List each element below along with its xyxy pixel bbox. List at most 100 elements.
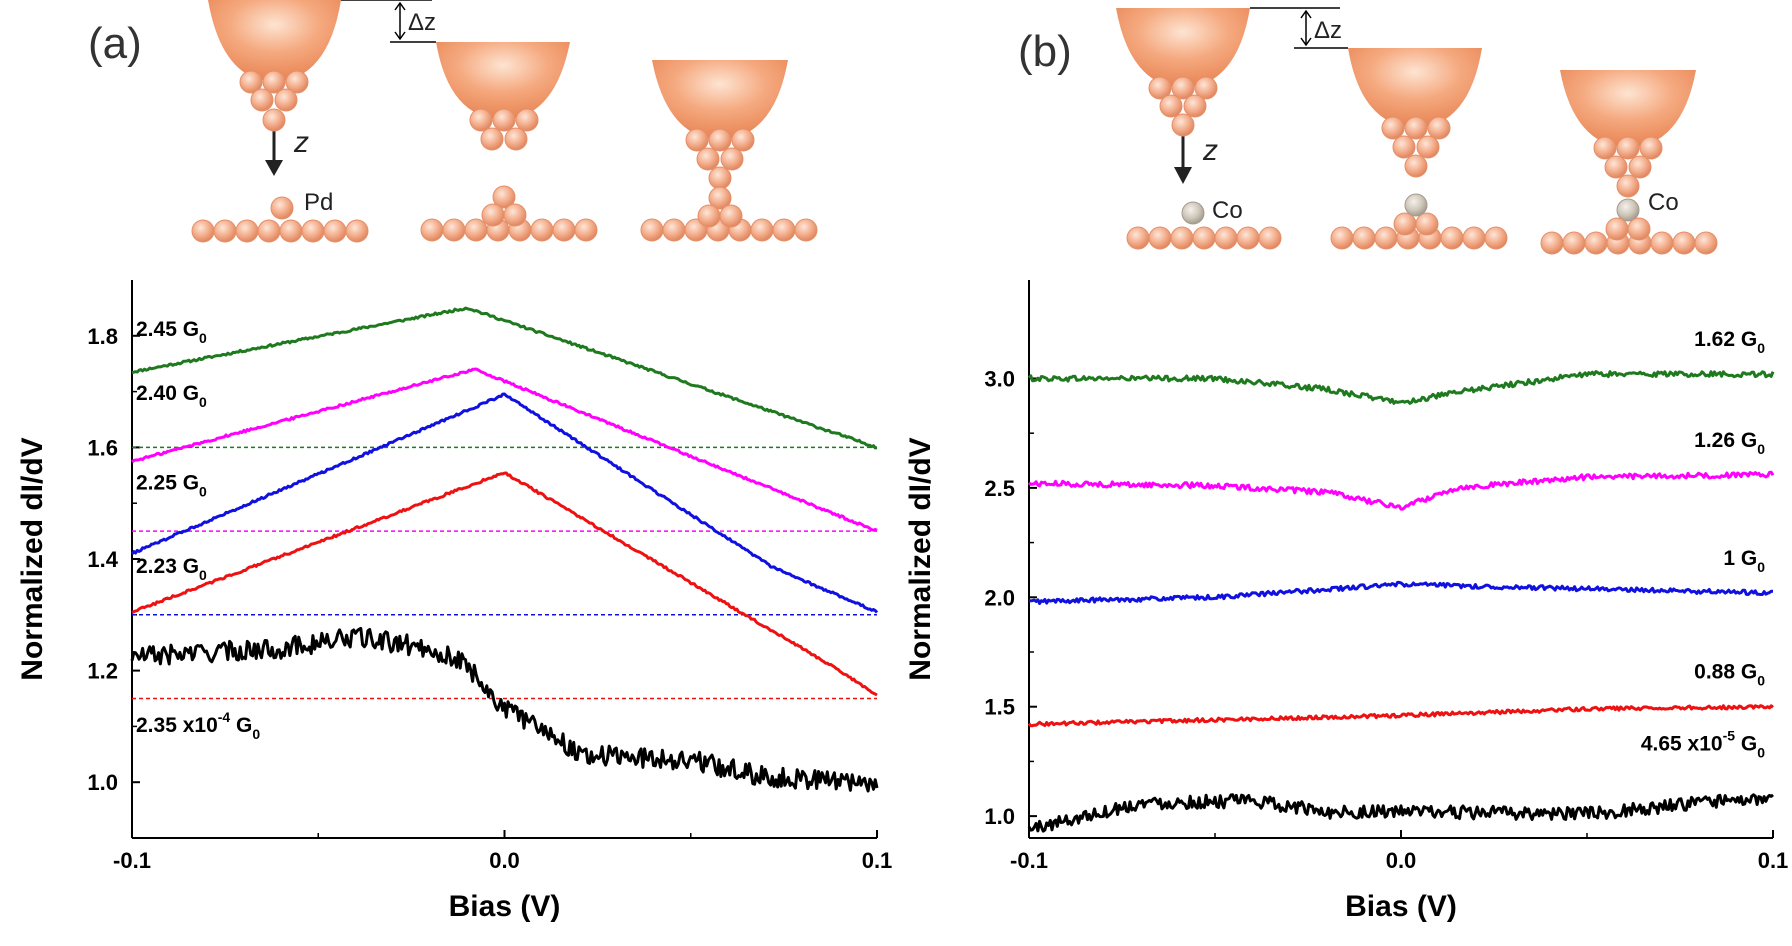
- y-tick-label: 1.8: [87, 324, 118, 349]
- y-axis-label: Normalized dI/dV: [16, 437, 49, 680]
- pd-atom: [1392, 135, 1416, 159]
- pd-atom: [1440, 226, 1464, 250]
- series-line-blue: [1028, 580, 1773, 605]
- tip-a2: [436, 42, 570, 120]
- z-label-a: z: [293, 126, 309, 159]
- tip-b2: [1348, 48, 1482, 128]
- pd-atom: [530, 218, 554, 242]
- pd-atom: [239, 70, 263, 94]
- pd-atom: [323, 219, 347, 243]
- pd-atom: [1540, 231, 1564, 255]
- series-line-magenta: [1028, 470, 1775, 511]
- series-label-green: 1.62 G0: [1694, 328, 1765, 356]
- pd-atom: [750, 218, 774, 242]
- series-label-red: 2.23 G0: [136, 555, 207, 583]
- series-label-magenta: 1.26 G0: [1694, 429, 1765, 457]
- y-tick-label: 1.2: [87, 659, 118, 684]
- series-label-black: 2.35 x10-4 G0: [136, 709, 260, 742]
- x-axis-label: Bias (V): [449, 890, 561, 923]
- pd-atom: [696, 147, 720, 171]
- pd-atom: [1672, 231, 1696, 255]
- y-tick-label: 1.5: [984, 695, 1015, 720]
- pd-atom: [731, 128, 755, 152]
- pd-atom: [1415, 212, 1439, 236]
- pd-atom: [464, 218, 488, 242]
- x-tick-label: -0.1: [113, 848, 151, 873]
- pd-atom: [1214, 226, 1238, 250]
- pd-atom: [1616, 174, 1640, 198]
- pd-atom: [1627, 217, 1651, 241]
- series-line-magenta: [131, 367, 878, 532]
- series-line-blue: [130, 392, 879, 614]
- series-label-blue: 2.25 G0: [136, 471, 207, 499]
- y-tick-label: 1.6: [87, 435, 118, 460]
- series-line-green: [1027, 370, 1775, 405]
- y-tick-label: 2.0: [984, 585, 1015, 610]
- y-tick-label: 1.0: [87, 770, 118, 795]
- schematic-a: Δz z Pd: [191, 0, 818, 243]
- pd-atom: [552, 218, 576, 242]
- x-tick-label: 0.0: [489, 848, 520, 873]
- pd-atom: [1650, 231, 1674, 255]
- y-tick-label: 1.4: [87, 547, 118, 572]
- pd-atom: [1148, 226, 1172, 250]
- pd-atom: [1484, 226, 1508, 250]
- species-label-a: Pd: [304, 189, 333, 216]
- pd-atom: [442, 218, 466, 242]
- species-label-b1: Co: [1212, 197, 1243, 224]
- series-label-magenta: 2.40 G0: [136, 382, 207, 410]
- pd-atom: [697, 204, 721, 228]
- schematic-b: Δz z Co Co: [1116, 7, 1718, 255]
- pd-atom: [1374, 226, 1398, 250]
- tip-a3: [652, 60, 788, 140]
- panel-a-letter: (a): [88, 19, 142, 68]
- pd-atom: [1694, 231, 1718, 255]
- co-atom: [1616, 198, 1640, 222]
- pd-atom: [274, 88, 298, 112]
- pd-atom: [1393, 212, 1417, 236]
- pd-atom: [213, 219, 237, 243]
- pd-atom: [420, 218, 444, 242]
- pd-atom: [345, 219, 369, 243]
- tip-b1: [1116, 8, 1250, 88]
- species-label-b3: Co: [1648, 189, 1679, 216]
- pd-atom: [301, 219, 325, 243]
- pd-atom: [492, 185, 516, 209]
- pd-atom: [469, 108, 493, 132]
- pd-atom: [1404, 154, 1428, 178]
- pd-atom: [1126, 226, 1150, 250]
- x-tick-label: 0.0: [1386, 848, 1417, 873]
- pd-atom: [504, 127, 528, 151]
- pd-atom: [708, 186, 732, 210]
- y-tick-label: 3.0: [984, 366, 1015, 391]
- pd-atom: [708, 166, 732, 190]
- pd-atom: [685, 128, 709, 152]
- pd-atom: [1170, 226, 1194, 250]
- pd-atom: [1605, 217, 1629, 241]
- co-atom: [1181, 201, 1205, 225]
- pd-atom: [719, 204, 743, 228]
- pd-atom: [1183, 94, 1207, 118]
- series-line-red: [131, 471, 878, 697]
- panel-b-letter: (b): [1018, 27, 1072, 76]
- plot-b: 1.0 1.5 2.0 2.5 3.0 -0.1 0.0 0.1 Bias (V) Normali…: [904, 280, 1788, 923]
- series-label-red: 0.88 G0: [1694, 661, 1765, 689]
- pd-atom: [1427, 116, 1451, 140]
- pd-atom: [708, 128, 732, 152]
- pd-atom: [794, 218, 818, 242]
- pd-atom: [1171, 76, 1195, 100]
- y-tick-label: 2.5: [984, 476, 1015, 501]
- pd-atom: [1194, 76, 1218, 100]
- pd-atom: [1192, 226, 1216, 250]
- pd-atom: [1258, 226, 1282, 250]
- pd-atom: [492, 108, 516, 132]
- pd-atom: [1381, 116, 1405, 140]
- pd-atom: [262, 70, 286, 94]
- pd-atom: [640, 218, 664, 242]
- pd-atom: [270, 196, 294, 220]
- x-axis-label: Bias (V): [1345, 890, 1457, 923]
- series-line-red: [1027, 704, 1774, 728]
- tip-b3: [1560, 70, 1696, 148]
- series-line-black: [130, 626, 879, 793]
- pd-atom: [1171, 113, 1195, 137]
